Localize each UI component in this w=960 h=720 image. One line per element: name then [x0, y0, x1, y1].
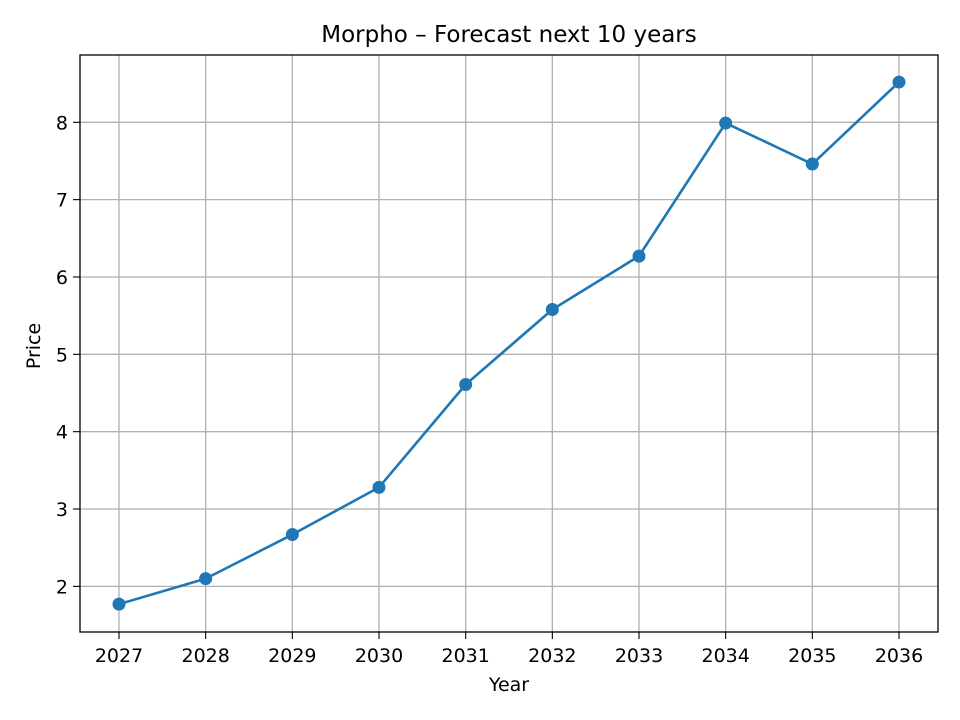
ticks: 2027 2028 2029 2030 2031 2032 2033 2034 2035 2036… — [56, 112, 923, 667]
grid — [80, 55, 938, 632]
series-line — [117, 80, 901, 606]
x-tick-label: 2032 — [528, 645, 576, 667]
x-tick-label: 2028 — [181, 645, 229, 667]
data-point-2030 — [372, 480, 386, 494]
y-tick-label: 6 — [56, 267, 68, 289]
data-point-2032 — [545, 302, 559, 316]
data-point-2033 — [632, 249, 646, 263]
x-tick-label: 2035 — [788, 645, 836, 667]
x-tick-label: 2029 — [268, 645, 316, 667]
x-tick-label: 2027 — [95, 645, 143, 667]
data-point-2035 — [805, 157, 819, 171]
x-tick-label: 2030 — [355, 645, 403, 667]
x-tick-label: 2036 — [875, 645, 923, 667]
y-axis-label: Price — [23, 323, 45, 369]
y-tick-label: 3 — [56, 499, 68, 521]
x-tick-label: 2031 — [441, 645, 489, 667]
data-point-2027 — [112, 597, 126, 611]
y-tick-label: 5 — [56, 344, 68, 366]
data-point-2034 — [719, 116, 733, 130]
x-tick-label: 2033 — [615, 645, 663, 667]
y-tick-label: 4 — [56, 422, 68, 444]
plot-frame — [79, 54, 939, 633]
chart-title: Morpho – Forecast next 10 years — [321, 22, 697, 48]
series-layer — [112, 75, 906, 611]
y-tick-label: 8 — [56, 112, 68, 134]
data-point-2036 — [892, 75, 906, 89]
y-tick-label: 7 — [56, 190, 68, 212]
x-tick-label: 2034 — [701, 645, 749, 667]
data-point-2028 — [199, 572, 213, 586]
x-axis-label: Year — [488, 674, 529, 696]
y-tick-label: 2 — [56, 576, 68, 598]
data-point-2029 — [285, 528, 299, 542]
data-point-2031 — [459, 377, 473, 391]
